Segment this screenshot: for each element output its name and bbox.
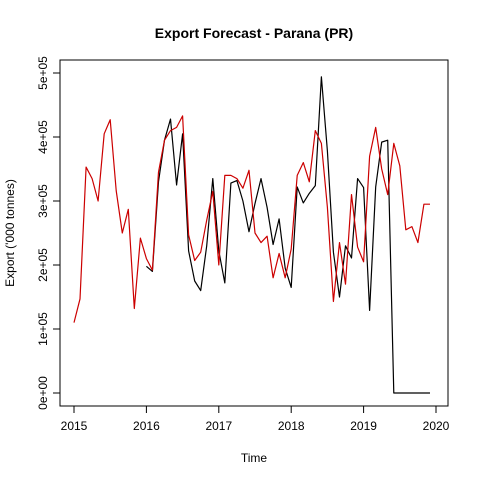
x-tick-label: 2018 [278,419,305,433]
y-tick-label: 2e+05 [36,248,50,282]
y-tick-label: 1e+05 [36,312,50,346]
y-tick-label: 4e+05 [36,120,50,154]
y-axis: 0e+00 1e+05 2e+05 3e+05 4e+05 5e+05 [36,56,61,410]
x-axis: 2015 2016 2017 2018 2019 2020 [61,405,450,433]
chart-title: Export Forecast - Parana (PR) [155,25,353,41]
x-tick-label: 2019 [350,419,377,433]
y-tick-label: 3e+05 [36,184,50,218]
series-layer [73,76,430,394]
x-tick-label: 2017 [205,419,232,433]
x-tick-label: 2016 [133,419,160,433]
y-tick-label: 0e+00 [36,376,50,410]
x-tick-label: 2015 [61,419,88,433]
x-tick-label: 2020 [423,419,450,433]
series-line-2 [73,115,430,323]
y-axis-label: Export ('000 tonnes) [3,179,17,287]
series-line-1 [146,76,430,394]
x-axis-label: Time [241,451,268,465]
y-tick-label: 5e+05 [36,56,50,90]
